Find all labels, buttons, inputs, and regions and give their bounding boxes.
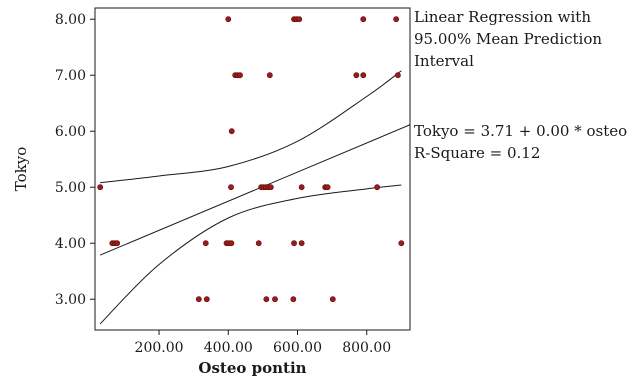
data-point [398, 240, 405, 247]
x-axis-title: Osteo pontin [198, 359, 306, 377]
regression-line [99, 124, 411, 256]
data-point [266, 72, 273, 79]
data-point [263, 296, 270, 303]
data-point [360, 72, 367, 79]
data-point [393, 16, 400, 23]
x-tick-label: 400.00 [204, 340, 253, 356]
data-point [394, 72, 401, 79]
data-point [374, 184, 381, 191]
data-point [228, 240, 235, 247]
y-axis-title: Tokyo [12, 147, 30, 191]
regression-equation: Tokyo = 3.71 + 0.00 * osteo [414, 122, 628, 140]
x-axis: 200.00 400.00 600.00 800.00 [135, 330, 391, 356]
y-axis: 3.00 4.00 5.00 6.00 7.00 8.00 [55, 12, 95, 308]
data-point [296, 16, 303, 23]
data-point [195, 296, 202, 303]
r-square-value: R-Square = 0.12 [414, 144, 541, 162]
lower-interval-curve [99, 184, 402, 325]
data-point [228, 184, 234, 191]
data-point [324, 184, 331, 191]
data-point [228, 128, 235, 135]
y-tick-label: 5.00 [55, 180, 86, 196]
y-tick-label: 7.00 [55, 68, 86, 84]
data-point [97, 184, 104, 191]
data-point [114, 240, 121, 247]
legend-line-3: Interval [414, 52, 474, 70]
y-tick-label: 3.00 [55, 292, 86, 308]
legend-line-2: 95.00% Mean Prediction [414, 30, 603, 48]
x-tick-label: 800.00 [342, 340, 391, 356]
data-point [237, 72, 243, 79]
data-point [255, 240, 262, 247]
legend-annotation: Linear Regression with 95.00% Mean Predi… [414, 6, 602, 72]
data-point [202, 240, 209, 247]
data-point [203, 296, 210, 303]
data-point [360, 16, 367, 23]
data-point [298, 240, 305, 247]
data-point [272, 296, 278, 303]
y-tick-label: 4.00 [55, 236, 86, 252]
data-point [353, 72, 360, 79]
x-tick-label: 200.00 [135, 340, 184, 356]
data-point [291, 240, 297, 247]
y-tick-label: 8.00 [55, 12, 86, 28]
x-tick-label: 600.00 [273, 340, 322, 356]
upper-interval-curve [100, 70, 402, 184]
regression-curves [99, 70, 411, 325]
legend-line-1: Linear Regression with [414, 8, 591, 26]
data-points [97, 16, 405, 303]
data-point [267, 184, 274, 191]
y-tick-label: 6.00 [55, 124, 86, 140]
plot-frame [94, 7, 411, 331]
data-point [329, 296, 336, 303]
data-point [225, 16, 232, 23]
data-point [290, 296, 297, 303]
equation-annotation: Tokyo = 3.71 + 0.00 * osteo R-Square = 0… [414, 120, 627, 164]
data-point [298, 184, 305, 191]
